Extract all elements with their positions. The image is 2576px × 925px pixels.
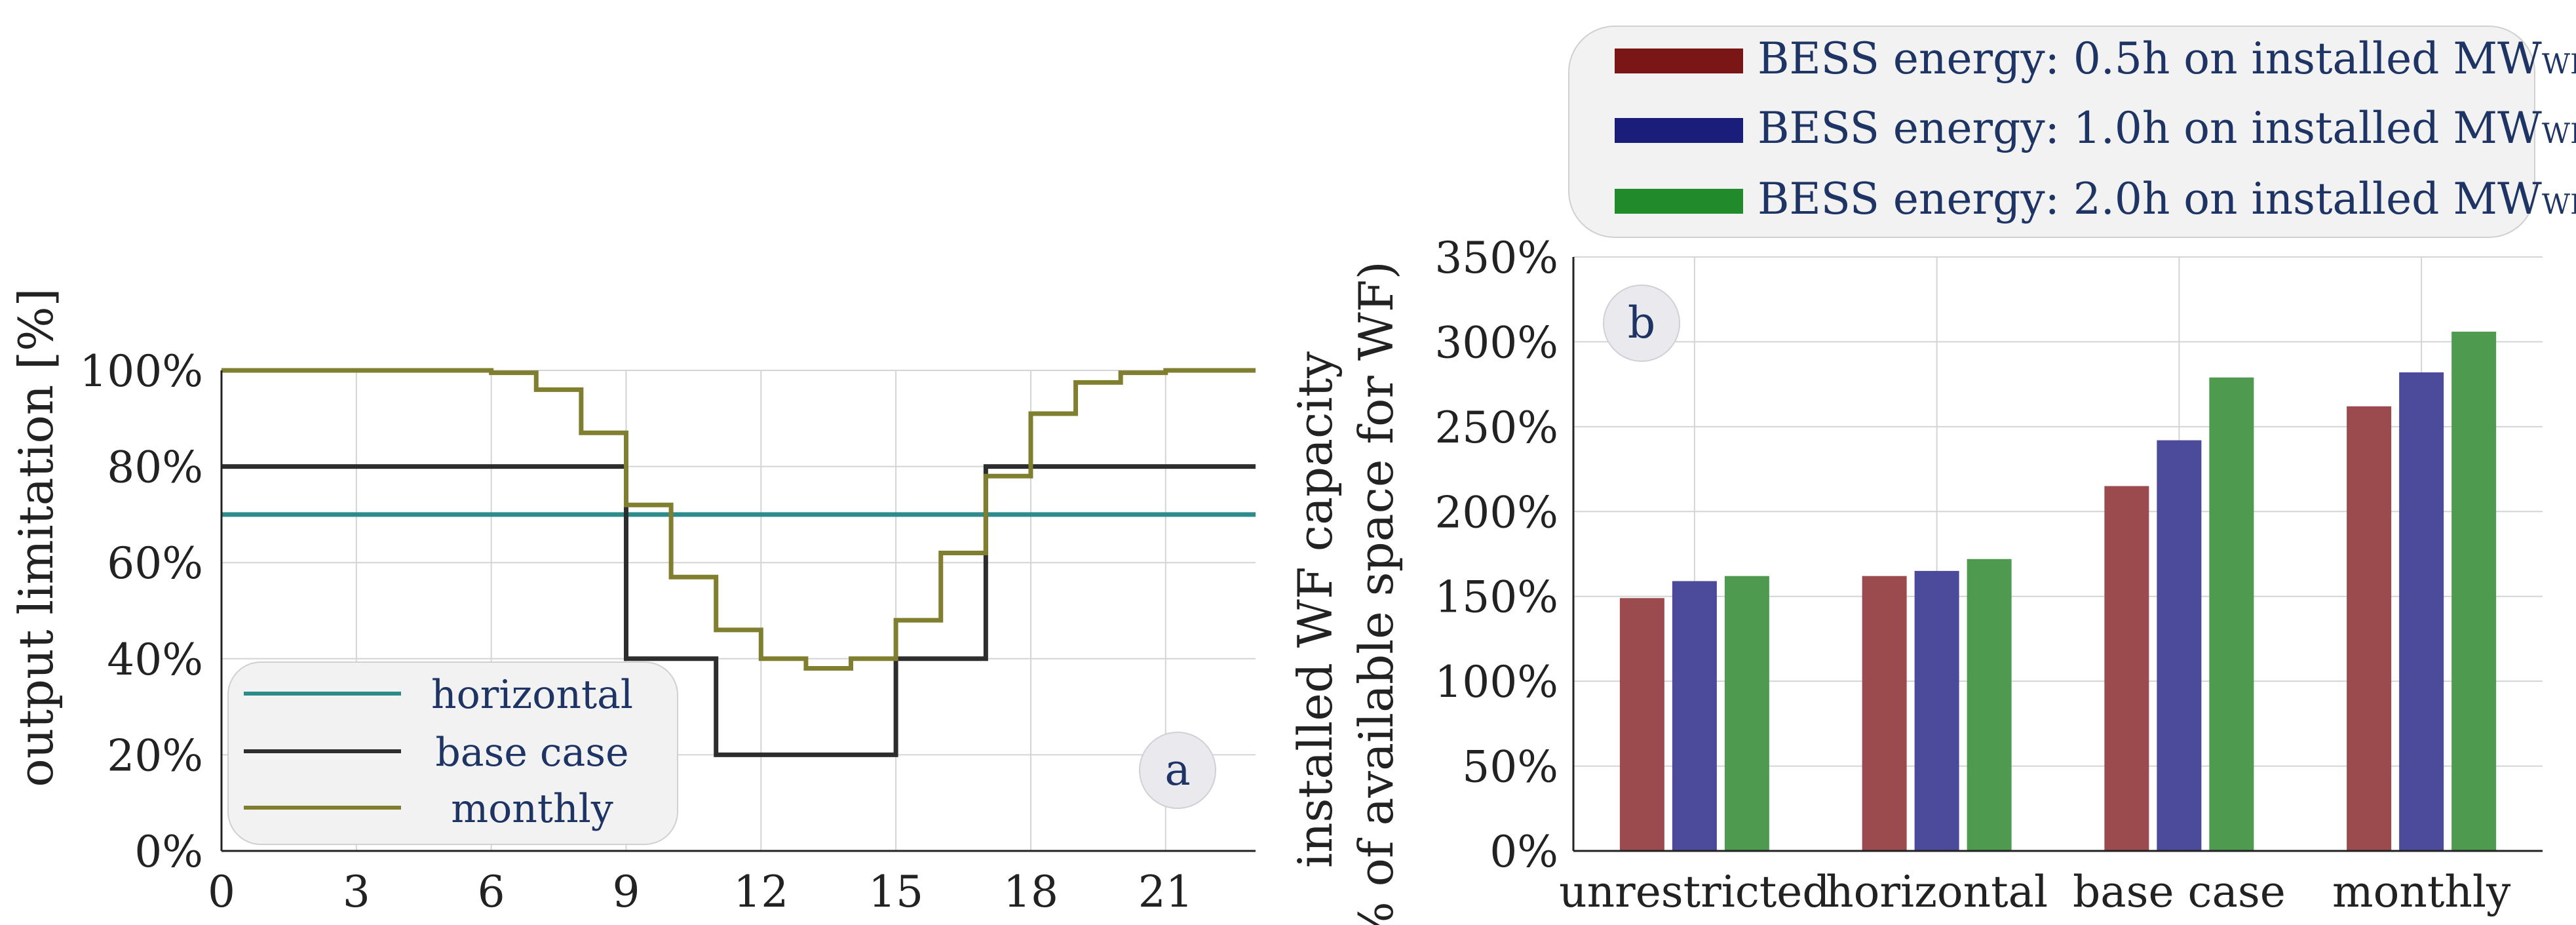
panel-b-bar-monthly-series-1 [2347, 406, 2392, 851]
panel-a-x-tick-label-3: 3 [343, 867, 370, 917]
panel-b-legend-swatch-1-0h [1615, 118, 1743, 143]
panel-b-legend-label-2-0h: BESS energy: 2.0h on installed MWWF [1758, 174, 2576, 224]
panel-b-legend-label-0-5h-sub: WF [2542, 48, 2576, 80]
panel-a-line-chart: 0% 20% 40% 60% 80% 100% 0 3 6 9 12 15 18 21 output l… [9, 288, 1256, 917]
panel-a-legend-label-base-case: base case [435, 730, 628, 776]
panel-b-category-label-unrestricted: unrestricted [1559, 867, 1830, 917]
panel-a-legend-box [227, 661, 678, 845]
panel-a-x-tick-label-21: 21 [1138, 867, 1193, 917]
panel-a-axes [220, 370, 1256, 852]
panel-a-series [221, 368, 1256, 757]
panel-b-y-tick-labels: 0% 50% 100% 150% 200% 250% 300% 350% [1434, 233, 1558, 877]
panel-b-legend: BESS energy: 0.5h on installed MWWF BESS… [1568, 26, 2576, 238]
panel-b-bar-base-case-series-3 [2209, 377, 2254, 851]
panel-a-y-tick-label-100: 100% [79, 346, 203, 397]
panel-b-legend-label-0-5h: BESS energy: 0.5h on installed MWWF [1758, 33, 2576, 84]
panel-a-legend-label-monthly: monthly [451, 786, 613, 832]
panel-b-bar-base-case-series-1 [2104, 486, 2149, 851]
panel-b-legend-box [1568, 26, 2535, 238]
panel-a-x-tick-label-18: 18 [1003, 867, 1058, 917]
panel-b-y-tick-label-300: 300% [1434, 317, 1558, 368]
panel-b-bar-monthly-series-3 [2451, 331, 2497, 851]
panel-b-y-tick-label-350: 350% [1434, 233, 1558, 283]
panel-b-bar-base-case-series-2 [2157, 440, 2202, 851]
panel-b-bar-chart: 0% 50% 100% 150% 200% 250% 300% 350% unrestrict… [1288, 26, 2576, 925]
panel-a-legend-label-horizontal: horizontal [431, 672, 633, 718]
panel-b-y-tick-label-250: 250% [1434, 403, 1558, 453]
panel-a-y-tick-labels: 0% 20% 40% 60% 80% 100% [79, 346, 203, 877]
panel-b-y-tick-label-200: 200% [1434, 487, 1558, 538]
panel-b-legend-label-1-0h-main: BESS energy: 1.0h on installed MW [1758, 103, 2542, 153]
panel-b-y-tick-label-50: 50% [1462, 742, 1558, 793]
panel-b-bar-unrestricted-series-2 [1672, 581, 1717, 851]
panel-b-y-axis-label-line1: installed WF capacity [1288, 351, 1343, 868]
panel-b-label-badge: b [1603, 285, 1680, 362]
panel-a-x-tick-label-15: 15 [868, 867, 923, 917]
panel-a-label-badge: a [1139, 732, 1216, 809]
panel-b-category-label-base-case: base case [2073, 867, 2286, 917]
panel-b-legend-label-1-0h-sub: WF [2542, 117, 2576, 149]
panel-a-y-axis-label: output limitation [%] [9, 288, 64, 787]
panel-a-x-tick-labels: 0 3 6 9 12 15 18 21 [208, 867, 1193, 917]
panel-a-series-base-case [221, 464, 1256, 757]
panel-b-legend-swatch-0-5h [1615, 49, 1743, 73]
panel-b-legend-label-0-5h-main: BESS energy: 0.5h on installed MW [1758, 33, 2542, 84]
panel-b-bar-monthly-series-2 [2399, 372, 2444, 851]
panel-b-label-letter: b [1628, 298, 1655, 348]
panel-b-y-tick-label-0: 0% [1490, 827, 1558, 877]
panel-a-x-tick-label-0: 0 [208, 867, 235, 917]
panel-b-bar-horizontal-series-1 [1862, 576, 1907, 851]
panel-b-axes [1572, 257, 2543, 852]
panel-b-legend-label-1-0h: BESS energy: 1.0h on installed MWWF [1758, 103, 2576, 153]
panel-a-y-tick-label-60: 60% [107, 538, 203, 589]
panel-a-y-tick-label-80: 80% [107, 443, 203, 493]
panel-b-label-circle [1603, 285, 1680, 362]
panel-b-category-label-monthly: monthly [2332, 867, 2511, 917]
panel-a-y-tick-label-20: 20% [107, 730, 203, 781]
panel-b-y-axis-label-line2: (% of available space for WF) [1349, 261, 1404, 925]
panel-a-x-tick-label-12: 12 [733, 867, 788, 917]
panel-b-category-label-horizontal: horizontal [1826, 867, 2048, 917]
panel-a-x-tick-label-9: 9 [612, 867, 640, 917]
panel-b-legend-swatch-2-0h [1615, 189, 1743, 214]
panel-a-y-tick-label-0: 0% [134, 827, 203, 877]
panel-a-legend: horizontal base case monthly [227, 661, 678, 845]
panel-b-grid [1573, 256, 2543, 851]
panel-a-label-letter: a [1164, 745, 1190, 795]
panel-a-y-tick-label-40: 40% [107, 635, 203, 685]
panel-a-series-monthly [221, 368, 1256, 671]
panel-b-bar-horizontal-series-3 [1967, 559, 2012, 851]
panel-b-y-tick-label-100: 100% [1434, 657, 1558, 707]
panel-b-legend-label-2-0h-sub: WF [2542, 188, 2576, 220]
panel-b-bar-unrestricted-series-3 [1724, 576, 1769, 851]
panel-b-bars [1619, 331, 2497, 851]
panel-a-x-tick-label-6: 6 [478, 867, 505, 917]
panel-b-y-tick-label-150: 150% [1434, 572, 1558, 623]
panel-b-legend-label-2-0h-main: BESS energy: 2.0h on installed MW [1758, 174, 2542, 224]
panel-b-bar-horizontal-series-2 [1914, 570, 1959, 851]
panel-b-bar-unrestricted-series-1 [1619, 598, 1664, 851]
panel-a-label-circle [1139, 732, 1216, 809]
